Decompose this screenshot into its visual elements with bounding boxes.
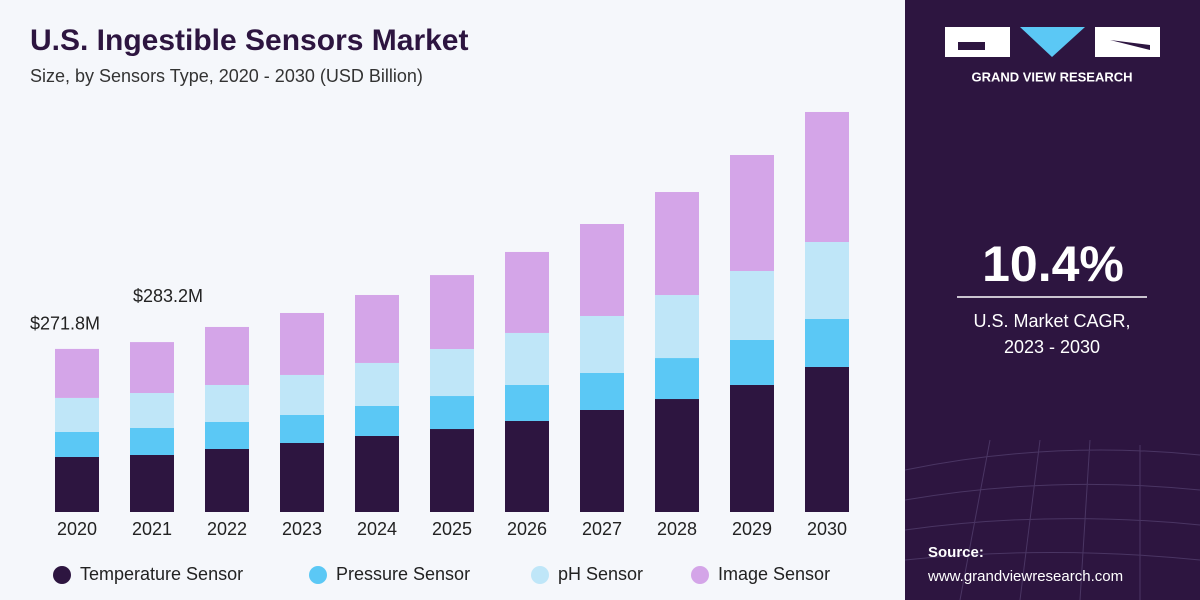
bar-segment bbox=[355, 362, 399, 406]
bar-segment bbox=[655, 399, 699, 512]
bar-segment bbox=[580, 224, 624, 316]
bar-segment bbox=[655, 192, 699, 296]
bar-segment bbox=[130, 393, 174, 428]
legend-label: Image Sensor bbox=[718, 564, 830, 584]
bar-segment bbox=[430, 275, 474, 350]
source-label: Source: bbox=[928, 544, 984, 561]
x-tick-label: 2029 bbox=[732, 519, 772, 539]
bar-segment bbox=[355, 405, 399, 436]
bar-segment bbox=[655, 358, 699, 400]
x-tick-label: 2023 bbox=[282, 519, 322, 539]
x-tick-label: 2022 bbox=[207, 519, 247, 539]
bar-segment bbox=[55, 348, 99, 398]
bar-segment bbox=[805, 366, 849, 512]
bar-segment bbox=[280, 443, 324, 512]
x-tick-label: 2020 bbox=[57, 519, 97, 539]
chart-title: U.S. Ingestible Sensors Market bbox=[30, 24, 468, 57]
bar-segment bbox=[130, 342, 174, 394]
bar-segment bbox=[130, 428, 174, 455]
bar-segment bbox=[730, 155, 774, 271]
bar-segment bbox=[205, 449, 249, 512]
bar-segment bbox=[505, 384, 549, 421]
legend-label: pH Sensor bbox=[558, 564, 643, 584]
bar-segment bbox=[730, 339, 774, 385]
cagr-label: U.S. Market CAGR, bbox=[973, 311, 1130, 331]
bar-segment bbox=[280, 414, 324, 443]
bar-segment bbox=[130, 455, 174, 512]
bar-segment bbox=[505, 420, 549, 512]
bar-segment bbox=[55, 456, 99, 512]
brand: GRAND VIEW RESEARCH bbox=[971, 69, 1132, 84]
bar-segment bbox=[655, 295, 699, 359]
bar-segment bbox=[55, 431, 99, 457]
bar-segment bbox=[430, 349, 474, 397]
x-tick-label: 2021 bbox=[132, 519, 172, 539]
bar-segment bbox=[205, 326, 249, 385]
bar-segment bbox=[805, 318, 849, 367]
bar-segment bbox=[505, 251, 549, 333]
bar-segment bbox=[55, 397, 99, 432]
x-tick-label: 2030 bbox=[807, 519, 847, 539]
panel-grid bbox=[904, 439, 1200, 600]
x-tick-label: 2025 bbox=[432, 519, 472, 539]
bar-segment bbox=[580, 410, 624, 512]
bar-segment bbox=[280, 312, 324, 375]
legend-label: Temperature Sensor bbox=[80, 564, 243, 584]
x-tick-label: 2024 bbox=[357, 519, 397, 539]
bar-segment bbox=[430, 429, 474, 512]
x-tick-label: 2027 bbox=[582, 519, 622, 539]
legend-swatch bbox=[53, 566, 71, 584]
bar-segment bbox=[730, 384, 774, 512]
bar-segment bbox=[430, 396, 474, 430]
bar-segment bbox=[205, 422, 249, 449]
cagr-value: 10.4% bbox=[982, 236, 1124, 292]
annotation: $283.2M bbox=[133, 286, 203, 306]
logo bbox=[945, 27, 1160, 57]
bar-segment bbox=[580, 315, 624, 373]
bar-segment bbox=[505, 332, 549, 385]
bar-segment bbox=[805, 242, 849, 319]
bar-segment bbox=[580, 372, 624, 410]
source-url: www.grandviewresearch.com bbox=[927, 568, 1123, 585]
chart-subtitle: Size, by Sensors Type, 2020 - 2030 (USD … bbox=[30, 66, 423, 86]
bar-segment bbox=[730, 270, 774, 340]
bar-segment bbox=[280, 374, 324, 415]
legend-swatch bbox=[309, 566, 327, 584]
bar-segment bbox=[805, 111, 849, 242]
bar-segment bbox=[355, 294, 399, 363]
side-panel bbox=[905, 0, 1200, 600]
legend-swatch bbox=[531, 566, 549, 584]
x-tick-label: 2028 bbox=[657, 519, 697, 539]
annotation: $271.8M bbox=[30, 314, 100, 334]
bar-segment bbox=[205, 384, 249, 422]
legend-swatch bbox=[691, 566, 709, 584]
bar-segment bbox=[355, 435, 399, 512]
legend-label: Pressure Sensor bbox=[336, 564, 470, 584]
cagr-label: 2023 - 2030 bbox=[1004, 337, 1100, 357]
x-tick-label: 2026 bbox=[507, 519, 547, 539]
